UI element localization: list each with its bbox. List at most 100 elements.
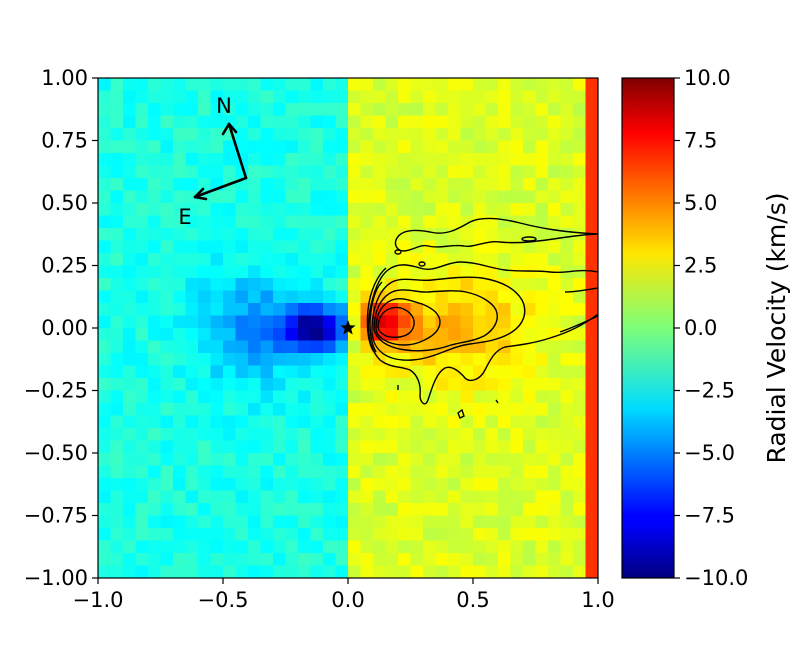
heatmap-cell (273, 478, 287, 492)
heatmap-cell (185, 265, 199, 279)
heatmap-cell (585, 140, 598, 154)
heatmap-cell (135, 365, 149, 379)
heatmap-cell (410, 128, 424, 142)
heatmap-cell (273, 465, 287, 479)
heatmap-cell (435, 253, 449, 267)
heatmap-cell (335, 428, 349, 442)
heatmap-cell (535, 540, 549, 554)
heatmap-cell (123, 390, 137, 404)
heatmap-cell (423, 565, 437, 578)
heatmap-cell (198, 90, 212, 104)
heatmap-cell (160, 253, 174, 267)
heatmap-cell (223, 453, 237, 467)
heatmap-cell (373, 240, 387, 254)
heatmap-cell (273, 440, 287, 454)
heatmap-cell (148, 490, 162, 504)
heatmap-cell (260, 365, 274, 379)
heatmap-cell (373, 390, 387, 404)
heatmap-cell (235, 340, 249, 354)
heatmap-cell (410, 465, 424, 479)
heatmap-cell (535, 215, 549, 229)
heatmap-cell (485, 553, 499, 567)
heatmap-cell (335, 240, 349, 254)
heatmap-cell (135, 428, 149, 442)
heatmap-cell (298, 428, 312, 442)
heatmap-cell (123, 540, 137, 554)
heatmap-cell (573, 90, 587, 104)
heatmap-cell (435, 303, 449, 317)
contour-island-1 (521, 236, 537, 242)
heatmap-cell (573, 265, 587, 279)
heatmap-cell (210, 278, 224, 292)
heatmap-cell (223, 328, 237, 342)
contour-inner-arc-1 (366, 267, 387, 353)
heatmap-cell (210, 540, 224, 554)
heatmap-cell (135, 403, 149, 417)
heatmap-cell (498, 115, 512, 129)
heatmap-cell (523, 278, 537, 292)
heatmap-cell (98, 240, 112, 254)
heatmap-cell (335, 365, 349, 379)
heatmap-cell (285, 278, 299, 292)
contour-tail (564, 287, 598, 293)
heatmap-cell (460, 453, 474, 467)
heatmap-cell (535, 403, 549, 417)
heatmap-cell (473, 503, 487, 517)
heatmap-cell (285, 503, 299, 517)
heatmap-cell (173, 415, 187, 429)
heatmap-cell (573, 515, 587, 529)
heatmap-cell (335, 453, 349, 467)
heatmap-cell (298, 165, 312, 179)
heatmap-cell (335, 478, 349, 492)
heatmap-cell (223, 253, 237, 267)
heatmap-cell (335, 115, 349, 129)
heatmap-cell (510, 503, 524, 517)
heatmap-cell (585, 353, 598, 367)
heatmap-cell (310, 165, 324, 179)
heatmap-cell (123, 203, 137, 217)
heatmap-cell (535, 253, 549, 267)
heatmap-cell (160, 565, 174, 578)
heatmap-cell (160, 453, 174, 467)
heatmap-cell (360, 440, 374, 454)
heatmap-cell (385, 503, 399, 517)
heatmap-cell (448, 465, 462, 479)
heatmap-cell (323, 478, 337, 492)
heatmap-cell (585, 553, 598, 567)
heatmap-cell (173, 428, 187, 442)
heatmap-cell (473, 390, 487, 404)
heatmap-cell (110, 128, 124, 142)
heatmap-cell (198, 265, 212, 279)
heatmap-cell (110, 515, 124, 529)
heatmap-cell (510, 203, 524, 217)
heatmap-cell (435, 128, 449, 142)
heatmap-cell (273, 115, 287, 129)
heatmap-cell (523, 203, 537, 217)
heatmap-cell (310, 128, 324, 142)
heatmap-cell (185, 228, 199, 242)
heatmap-cell (348, 340, 362, 354)
heatmap-cell (310, 515, 324, 529)
heatmap-cell (273, 390, 287, 404)
heatmap-cell (423, 540, 437, 554)
heatmap-cell (348, 215, 362, 229)
heatmap-cell (310, 240, 324, 254)
heatmap-cell (448, 115, 462, 129)
heatmap-cell (398, 378, 412, 392)
heatmap-cell (310, 290, 324, 304)
heatmap-cell (160, 165, 174, 179)
heatmap-cell (148, 115, 162, 129)
colorbar-tick-label: −2.5 (684, 379, 735, 403)
heatmap-cell (223, 215, 237, 229)
heatmap-cell (498, 465, 512, 479)
heatmap-cell (523, 453, 537, 467)
heatmap-cell (248, 265, 262, 279)
heatmap-cell (523, 465, 537, 479)
heatmap-cell (148, 153, 162, 167)
heatmap-cell (210, 128, 224, 142)
heatmap-cell (273, 378, 287, 392)
heatmap-cell (485, 128, 499, 142)
heatmap-cell (160, 140, 174, 154)
heatmap-cell (573, 253, 587, 267)
heatmap-cell (435, 340, 449, 354)
